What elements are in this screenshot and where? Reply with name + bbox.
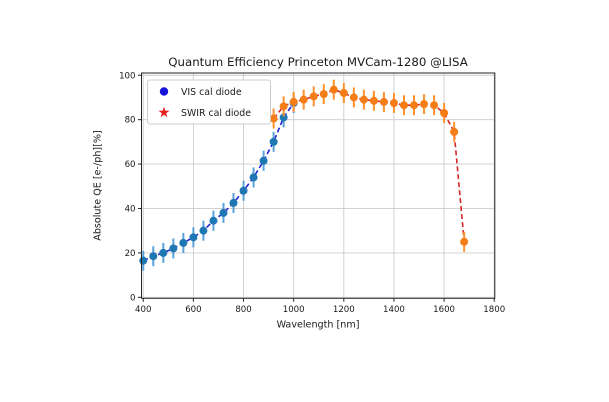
y-tick-label: 60 <box>125 160 136 170</box>
data-point <box>229 198 238 207</box>
data-point <box>149 252 158 261</box>
data-point <box>239 186 248 195</box>
legend-entry-label: SWIR cal diode <box>181 108 251 119</box>
y-tick-label: 40 <box>125 204 136 214</box>
data-point <box>159 248 168 257</box>
data-point <box>309 92 318 101</box>
x-tick-label: 1600 <box>433 305 455 315</box>
data-point <box>359 95 368 104</box>
data-point <box>189 233 198 242</box>
x-tick-label: 1400 <box>383 305 405 315</box>
data-point <box>329 85 338 94</box>
data-point <box>279 113 288 122</box>
data-point <box>369 96 378 105</box>
data-point <box>199 226 208 235</box>
legend-entry-label: VIS cal diode <box>181 87 242 98</box>
data-point <box>349 93 358 102</box>
data-point <box>430 101 439 110</box>
y-tick-label: 0 <box>130 293 135 303</box>
x-tick-label: 1200 <box>333 305 355 315</box>
data-point <box>440 108 449 117</box>
data-point <box>410 101 419 110</box>
data-point <box>460 237 469 246</box>
data-point <box>289 97 298 106</box>
data-point <box>269 137 278 146</box>
data-point <box>389 99 398 108</box>
plot-area-border <box>141 72 496 299</box>
series-layer <box>139 79 469 271</box>
data-point <box>139 256 148 265</box>
data-point <box>420 100 429 109</box>
data-point <box>169 244 178 253</box>
x-tick-label: 1000 <box>283 305 305 315</box>
data-point <box>450 127 459 136</box>
data-point <box>379 97 388 106</box>
data-point <box>339 89 348 98</box>
data-point <box>319 90 328 99</box>
x-tick-label: 400 <box>135 305 151 315</box>
series-line <box>272 88 465 242</box>
data-point <box>279 102 288 111</box>
data-point <box>399 101 408 110</box>
data-point <box>299 95 308 104</box>
x-tick-label: 800 <box>235 305 251 315</box>
y-axis: 0 20 40 60 80 100 <box>119 71 142 303</box>
legend-star-icon <box>158 106 170 118</box>
data-point <box>179 238 188 247</box>
data-point <box>249 173 258 182</box>
y-tick-label: 20 <box>125 249 136 259</box>
series-line <box>142 102 295 262</box>
x-tick-label: 600 <box>185 305 201 315</box>
x-tick-label: 1800 <box>483 305 505 315</box>
data-point <box>209 216 218 225</box>
data-point <box>259 156 268 165</box>
x-axis: 400 600 800 1000 1200 1400 1600 1800 <box>135 298 505 315</box>
y-tick-label: 80 <box>125 116 136 126</box>
chart-title: Quantum Efficiency Princeton MVCam-1280 … <box>168 55 468 69</box>
legend-box <box>147 79 271 125</box>
data-point <box>269 114 278 123</box>
data-point <box>219 208 228 217</box>
y-axis-label: Absolute QE [e-/ph][%] <box>93 130 104 241</box>
legend-circle-icon <box>159 87 169 96</box>
legend: VIS cal diode SWIR cal diode <box>147 79 271 125</box>
y-tick-label: 100 <box>119 71 135 81</box>
x-axis-label: Wavelength [nm] <box>277 320 360 331</box>
